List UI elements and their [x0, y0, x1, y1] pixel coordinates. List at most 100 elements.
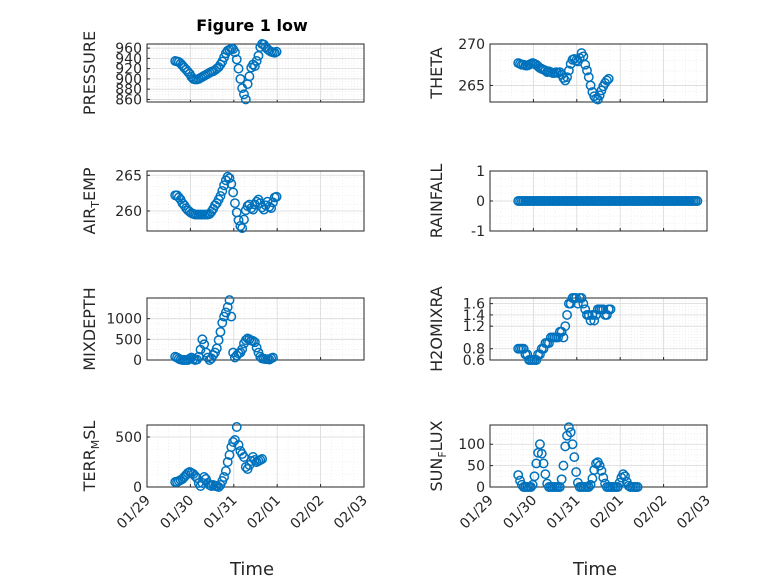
subplot-terr-msl: 01/29 01/30 01/31 02/01 02/02 02/03 0 500 TERRMS… [80, 421, 371, 533]
plot-border [489, 170, 708, 232]
y-tick-label: 0.8 [463, 342, 485, 358]
data-point [594, 90, 605, 101]
y-tick-label: 0 [133, 480, 142, 496]
data-point [594, 460, 605, 471]
data-point [620, 471, 630, 482]
y-tick-label: 260 [115, 204, 142, 220]
data-point [267, 352, 278, 363]
data-point [248, 204, 258, 215]
data-point [562, 309, 573, 320]
subplot-sun-flux: 01/29 01/30 01/31 02/01 02/02 02/03 0 50 100 SUNF… [427, 420, 714, 532]
subplot-mixdepth: 0 500 1000 MIXDEPTH [80, 287, 365, 371]
series-theta [513, 48, 614, 105]
series-sun-flux [513, 422, 643, 492]
subplot-rainfall: -1 0 1 RAINFALL [427, 164, 708, 240]
subplot-air-temp: 260 265 AIRTEMP [80, 167, 365, 235]
figure-title: Figure 1 low [196, 16, 308, 35]
data-point [249, 61, 260, 72]
data-point [563, 65, 574, 76]
data-point [222, 457, 233, 467]
y-tick-label: 50 [467, 459, 485, 475]
data-point [231, 54, 242, 65]
y-tick-label: 880 [115, 82, 142, 98]
plot-border [489, 424, 708, 488]
data-point [220, 466, 231, 476]
data-point [226, 311, 237, 322]
y-tick-label: 1000 [106, 312, 142, 328]
y-tick-label: -1 [471, 224, 485, 240]
data-point [271, 46, 282, 57]
x-tick-label: 02/03 [674, 493, 714, 533]
data-point [578, 298, 589, 309]
data-point [235, 73, 246, 84]
y-tick-label: 940 [115, 51, 142, 67]
y-tick-label: 0 [476, 194, 485, 210]
x-tick-label: 01/29 [457, 493, 497, 533]
data-point [215, 326, 226, 337]
y-tick-label: 1.4 [463, 308, 485, 324]
x-axis-label-left: Time [229, 559, 274, 580]
data-point [237, 344, 248, 355]
y-axis-label: MIXDEPTH [80, 287, 99, 370]
x-tick-label: 01/30 [500, 493, 540, 533]
data-point [239, 89, 249, 100]
x-axis-label-right: Time [572, 559, 617, 580]
x-tick-label: 02/02 [288, 493, 328, 533]
series-pressure [170, 39, 282, 105]
data-point [596, 465, 607, 476]
data-point [219, 180, 230, 191]
plot-border [146, 43, 365, 103]
plot-border [146, 297, 365, 361]
y-tick-label: 900 [115, 72, 142, 88]
data-point [184, 353, 195, 364]
series-h2omixra [513, 293, 616, 365]
data-point [531, 458, 542, 469]
data-point [585, 80, 596, 91]
x-tick-label: 02/03 [331, 493, 371, 533]
y-tick-label: 500 [115, 332, 142, 348]
data-point [571, 293, 582, 303]
data-point [224, 295, 235, 306]
data-point [266, 203, 277, 214]
data-point [228, 187, 239, 198]
x-tick-label: 01/31 [201, 493, 241, 533]
data-point [219, 472, 230, 482]
data-point [603, 73, 614, 84]
data-point [598, 472, 609, 483]
y-axis-label: TERRMSL [80, 421, 102, 493]
data-point [240, 94, 251, 105]
y-tick-label: 500 [115, 430, 142, 446]
x-tick-label: 02/01 [587, 493, 627, 533]
data-point [271, 191, 282, 202]
data-point [231, 422, 242, 432]
y-axis-label: AIRTEMP [80, 167, 102, 234]
y-tick-label: 0.6 [463, 353, 485, 369]
subplot-theta: 265 270 THETA [427, 37, 708, 105]
data-point [585, 479, 596, 490]
data-point [224, 173, 235, 184]
y-axis-label: SUNFLUX [427, 420, 449, 491]
y-tick-label: 0 [476, 480, 485, 496]
x-tick-label: 01/31 [544, 493, 584, 533]
y-tick-label: 860 [115, 92, 142, 108]
y-axis-label: PRESSURE [80, 31, 99, 115]
x-tick-label: 02/01 [244, 493, 284, 533]
data-point [558, 460, 569, 471]
data-point [585, 315, 596, 326]
data-point [580, 59, 591, 70]
data-point [583, 309, 594, 320]
series-air-temp [170, 171, 282, 234]
series-rainfall [513, 196, 703, 206]
x-tick-label: 02/02 [631, 493, 671, 533]
x-tick-label: 01/30 [157, 493, 197, 533]
y-tick-label: 0 [133, 353, 142, 369]
data-point [222, 302, 233, 313]
y-tick-label: 265 [115, 168, 142, 184]
data-point [576, 293, 587, 303]
data-point [251, 342, 262, 353]
y-axis-label: H2OMIXRA [427, 286, 446, 372]
